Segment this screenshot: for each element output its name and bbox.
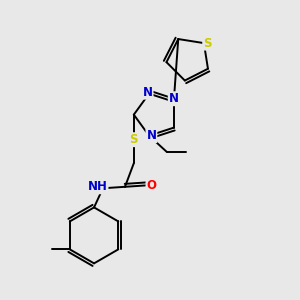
Text: NH: NH: [88, 180, 107, 193]
Text: N: N: [146, 129, 156, 142]
Text: N: N: [142, 86, 153, 99]
Text: S: S: [203, 37, 212, 50]
Text: N: N: [169, 92, 179, 105]
Text: O: O: [146, 179, 157, 192]
Text: S: S: [130, 133, 138, 146]
